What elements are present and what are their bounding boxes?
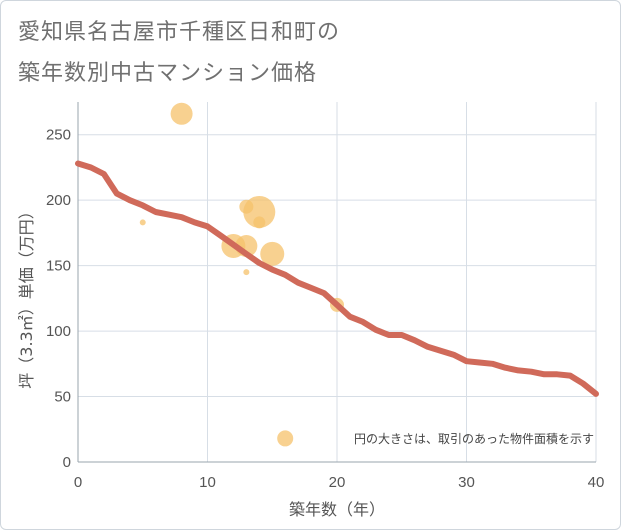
trend-line bbox=[75, 160, 599, 397]
bubble-point bbox=[243, 269, 250, 276]
chart-title-line1: 愛知県名古屋市千種区日和町の bbox=[18, 20, 341, 45]
x-tick-label: 10 bbox=[199, 474, 216, 491]
y-tick-label: 50 bbox=[54, 389, 71, 406]
bubble-point bbox=[170, 102, 193, 125]
bubble-point bbox=[253, 216, 266, 229]
y-tick-label: 250 bbox=[46, 127, 71, 144]
y-axis-label: 坪（3.3㎡）単価（万円） bbox=[17, 203, 36, 388]
tick-labels: 0 10 20 30 40 0 50 100 150 200 250 bbox=[46, 127, 604, 491]
bubble-point bbox=[260, 241, 285, 266]
bubble-point bbox=[243, 195, 276, 228]
x-tick-label: 40 bbox=[588, 474, 605, 491]
bubble-point bbox=[139, 219, 146, 226]
size-legend-note: 円の大きさは、取引のあった物件面積を示す bbox=[354, 431, 594, 446]
x-axis-label: 築年数（年） bbox=[289, 500, 385, 519]
grid bbox=[77, 102, 597, 463]
x-tick-label: 0 bbox=[74, 474, 82, 491]
x-tick-label: 20 bbox=[329, 474, 346, 491]
y-tick-label: 150 bbox=[46, 258, 71, 275]
y-tick-label: 200 bbox=[46, 192, 71, 209]
chart-title-line2: 築年数別中古マンション価格 bbox=[18, 61, 318, 86]
y-tick-label: 100 bbox=[46, 323, 71, 340]
bubble-point bbox=[277, 430, 294, 447]
x-tick-label: 30 bbox=[458, 474, 475, 491]
y-tick-label: 0 bbox=[63, 454, 71, 471]
